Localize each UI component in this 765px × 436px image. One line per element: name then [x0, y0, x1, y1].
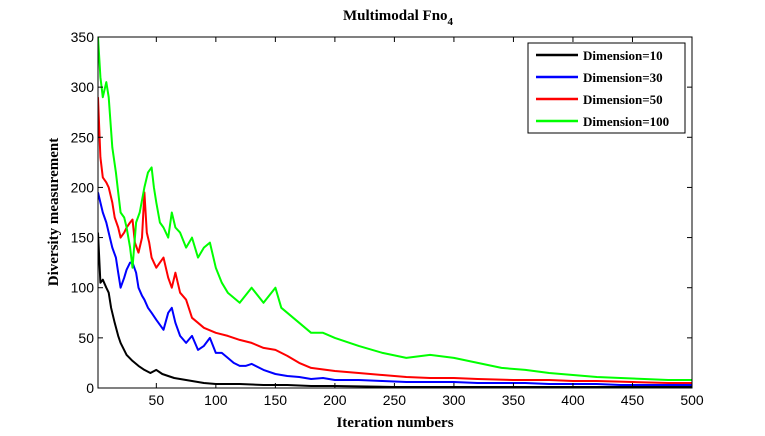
x-tick-label: 100 — [204, 392, 228, 408]
series-line-2 — [98, 192, 692, 386]
plot-area — [97, 36, 693, 389]
x-tick-label: 250 — [383, 392, 407, 408]
x-tick-label: 450 — [621, 392, 645, 408]
y-tick-label: 0 — [86, 380, 94, 396]
x-tick-label: 300 — [442, 392, 466, 408]
y-tick-label: 350 — [71, 29, 95, 45]
y-axis-label: Diversity measurement — [46, 138, 62, 286]
axis-ticks: 50 100 150 200 250 300 350 400 450 500 0 50 100 150 20… — [71, 29, 704, 408]
chart-title-main: Multimodal Fno — [343, 8, 448, 24]
x-axis-label: Iteration numbers — [336, 415, 453, 431]
series-line-4 — [98, 37, 692, 381]
chart-title-subscript: 4 — [448, 16, 454, 28]
x-tick-label: 500 — [680, 392, 704, 408]
x-tick-label: 400 — [561, 392, 585, 408]
x-tick-label: 200 — [323, 392, 347, 408]
legend-label: Dimension=10 — [583, 48, 663, 63]
legend-label: Dimension=50 — [583, 92, 663, 107]
series-line-1 — [98, 232, 692, 388]
legend: Dimension=10 Dimension=30 Dimension=50 Dime… — [527, 42, 686, 134]
legend-box — [527, 42, 686, 134]
y-tick-label: 300 — [71, 79, 95, 95]
y-tick-label: 150 — [71, 230, 95, 246]
y-tick-label: 100 — [71, 280, 95, 296]
chart-title: Multimodal Fno4 — [343, 8, 454, 28]
plot-frame — [97, 36, 693, 389]
x-tick-label: 150 — [264, 392, 288, 408]
series-line-3 — [98, 97, 692, 384]
y-tick-label: 250 — [71, 129, 95, 145]
x-tick-label: 50 — [149, 392, 165, 408]
legend-label: Dimension=30 — [583, 70, 663, 85]
x-tick-label: 350 — [502, 392, 526, 408]
y-tick-label: 200 — [71, 179, 95, 195]
y-tick-label: 50 — [78, 330, 94, 346]
legend-label: Dimension=100 — [583, 114, 669, 129]
